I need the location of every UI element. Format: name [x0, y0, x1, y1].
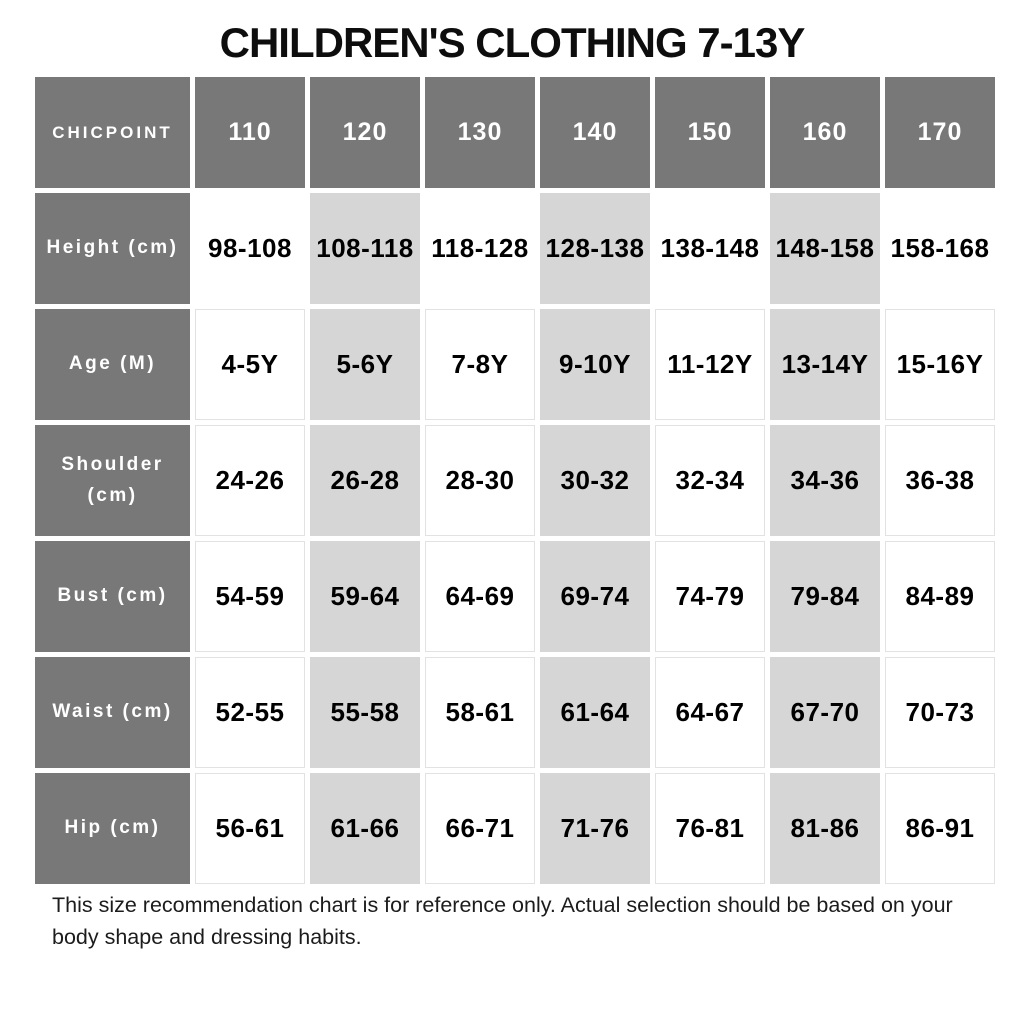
- size-cell: 86-91: [885, 773, 995, 884]
- size-column-header: 110: [195, 77, 305, 188]
- row-label: Waist (cm): [35, 657, 190, 768]
- size-cell: 64-67: [655, 657, 765, 768]
- size-cell: 11-12Y: [655, 309, 765, 420]
- size-cell: 56-61: [195, 773, 305, 884]
- size-cell: 138-148: [655, 193, 765, 304]
- row-label: Shoulder (cm): [35, 425, 190, 536]
- size-cell: 70-73: [885, 657, 995, 768]
- size-cell: 4-5Y: [195, 309, 305, 420]
- size-column-header: 170: [885, 77, 995, 188]
- size-column-header: 140: [540, 77, 650, 188]
- size-cell: 9-10Y: [540, 309, 650, 420]
- size-cell: 69-74: [540, 541, 650, 652]
- footnote-text: This size recommendation chart is for re…: [52, 893, 953, 950]
- size-cell: 59-64: [310, 541, 420, 652]
- size-cell: 67-70: [770, 657, 880, 768]
- size-cell: 98-108: [195, 193, 305, 304]
- row-label: Height (cm): [35, 193, 190, 304]
- size-column-header: 150: [655, 77, 765, 188]
- size-cell: 108-118: [310, 193, 420, 304]
- size-cell: 55-58: [310, 657, 420, 768]
- size-cell: 148-158: [770, 193, 880, 304]
- page-title: CHILDREN'S CLOTHING 7-13Y: [219, 19, 806, 66]
- size-cell: 81-86: [770, 773, 880, 884]
- size-cell: 15-16Y: [885, 309, 995, 420]
- size-cell: 61-66: [310, 773, 420, 884]
- row-label: Hip (cm): [35, 773, 190, 884]
- size-cell: 28-30: [425, 425, 535, 536]
- size-cell: 76-81: [655, 773, 765, 884]
- size-cell: 71-76: [540, 773, 650, 884]
- size-cell: 66-71: [425, 773, 535, 884]
- size-cell: 36-38: [885, 425, 995, 536]
- size-cell: 30-32: [540, 425, 650, 536]
- size-table: CHICPOINT 110 120 130 140 150 160 170 Height (cm…: [35, 77, 995, 884]
- brand-corner-cell: CHICPOINT: [35, 77, 190, 188]
- size-cell: 128-138: [540, 193, 650, 304]
- size-cell: 26-28: [310, 425, 420, 536]
- size-column-header: 160: [770, 77, 880, 188]
- size-cell: 118-128: [425, 193, 535, 304]
- size-cell: 64-69: [425, 541, 535, 652]
- size-cell: 13-14Y: [770, 309, 880, 420]
- size-cell: 74-79: [655, 541, 765, 652]
- size-cell: 54-59: [195, 541, 305, 652]
- size-cell: 5-6Y: [310, 309, 420, 420]
- size-cell: 32-34: [655, 425, 765, 536]
- size-cell: 79-84: [770, 541, 880, 652]
- size-cell: 24-26: [195, 425, 305, 536]
- size-cell: 158-168: [885, 193, 995, 304]
- size-cell: 61-64: [540, 657, 650, 768]
- size-cell: 7-8Y: [425, 309, 535, 420]
- row-label: Bust (cm): [35, 541, 190, 652]
- size-column-header: 120: [310, 77, 420, 188]
- size-cell: 34-36: [770, 425, 880, 536]
- size-cell: 84-89: [885, 541, 995, 652]
- size-cell: 58-61: [425, 657, 535, 768]
- size-column-header: 130: [425, 77, 535, 188]
- size-cell: 52-55: [195, 657, 305, 768]
- row-label: Age (M): [35, 309, 190, 420]
